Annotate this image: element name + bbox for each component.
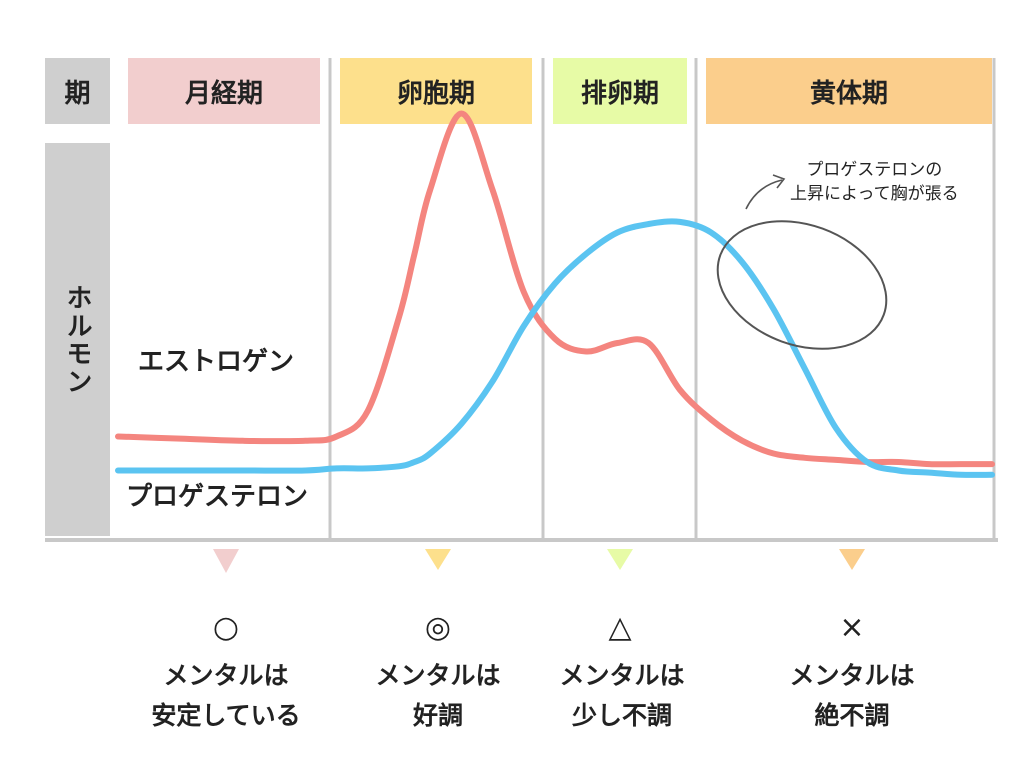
hormone-axis-text: ホルモン	[62, 283, 92, 396]
mood-text-menstrual-line2: 安定している	[151, 701, 301, 730]
mood-text-ovulation-line1: メンタルは	[559, 661, 685, 690]
phase-marker-menstrual	[213, 549, 239, 573]
mood-text-ovulation-line2: 少し不調	[571, 701, 672, 730]
mood-text-menstrual: メンタルは 安定している	[116, 656, 336, 736]
mood-symbol-menstrual: ○	[212, 610, 240, 645]
mood-symbol-luteal: ×	[839, 610, 865, 645]
mood-text-follicular: メンタルは 好調	[328, 656, 548, 736]
estrogen-line	[115, 110, 995, 468]
mood-text-luteal-line1: メンタルは	[789, 661, 915, 690]
estrogen-label: エストロゲン	[138, 347, 295, 377]
mood-text-luteal-line2: 絶不調	[814, 701, 890, 730]
hormone-axis-label: ホルモン	[45, 143, 110, 536]
mood-text-follicular-line1: メンタルは	[375, 661, 501, 690]
progesterone-label: プロゲステロン	[126, 482, 309, 512]
annotation-note-line2: 上昇によって胸が張る	[790, 184, 959, 204]
mood-text-ovulation: メンタルは 少し不調	[512, 656, 732, 736]
phase-header-ovulation: 排卵期	[553, 58, 687, 124]
phase-header-menstrual: 月経期	[128, 58, 320, 124]
phase-marker-luteal	[839, 549, 865, 570]
phase-header-luteal: 黄体期	[706, 58, 992, 124]
mood-text-menstrual-line1: メンタルは	[163, 661, 289, 690]
annotation-note: プロゲステロンの 上昇によって胸が張る	[790, 158, 959, 206]
mood-text-luteal: メンタルは 絶不調	[742, 656, 962, 736]
phase-marker-follicular	[425, 549, 451, 570]
phase-header-corner: 期	[45, 58, 110, 124]
annotation-note-line1: プロゲステロンの	[806, 160, 943, 180]
progesterone-line	[115, 218, 995, 478]
mood-symbol-ovulation: △	[608, 610, 632, 645]
annotation-circle	[716, 220, 888, 350]
mood-text-follicular-line2: 好調	[412, 701, 463, 730]
annotation-arrow-head	[772, 174, 786, 189]
phase-marker-ovulation	[607, 549, 633, 570]
annotation-arrow	[745, 179, 783, 210]
mood-symbol-follicular: ◎	[424, 610, 452, 645]
phase-header-follicular: 卵胞期	[340, 58, 532, 124]
